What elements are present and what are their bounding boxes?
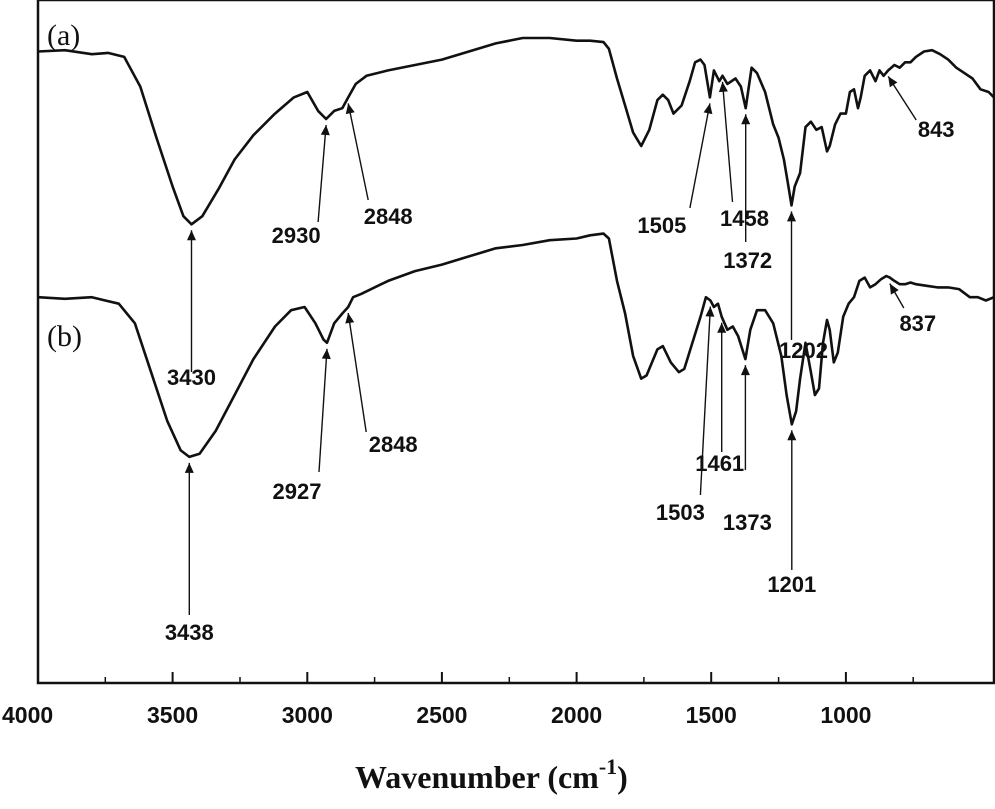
panel-label-b: (b) [47, 320, 82, 353]
x-axis-title-close: ) [617, 759, 628, 795]
peak-label-1461: 1461 [695, 451, 744, 476]
peak-label-1201: 1201 [767, 572, 816, 597]
x-axis-ticks-group: 4000 3500 3000 2500 2000 1500 1000 [2, 672, 914, 728]
annotation-arrow-head [740, 365, 750, 376]
peak-label-3430: 3430 [167, 365, 216, 390]
annotation-labels-group: 3430 2930 2848 1505 1458 1372 1202 843 3438 2927 2… [165, 117, 955, 645]
peak-label-2927: 2927 [273, 479, 322, 504]
spectrum-line-b [37, 232, 995, 459]
annotation-arrow-head [703, 103, 713, 115]
peak-label-843: 843 [918, 117, 955, 142]
annotation-arrow-head [187, 230, 196, 241]
annotation-arrow-line [689, 103, 711, 209]
annotation-arrow-head [787, 430, 797, 441]
annotation-arrow-head [717, 322, 727, 333]
annotation-arrow-head [320, 125, 330, 136]
spectrum-line-a [37, 36, 995, 226]
annotation-arrow-head [184, 462, 194, 473]
panel-label-a: (a) [47, 19, 80, 52]
peak-label-1373: 1373 [723, 510, 772, 535]
x-axis-title: Wavenumber (cm-1) [355, 754, 628, 795]
annotation-arrows-group [184, 76, 917, 615]
x-tick-label-1500: 1500 [686, 702, 737, 728]
annotation-arrow-line [721, 81, 734, 203]
x-axis-title-sup: -1 [599, 754, 617, 779]
annotation-arrow-head [888, 76, 898, 88]
annotation-arrow-line [347, 103, 369, 201]
peak-label-2848: 2848 [364, 204, 413, 229]
peak-label-1503: 1503 [656, 500, 705, 525]
peak-label-837: 837 [899, 311, 936, 336]
x-tick-label-3500: 3500 [147, 702, 198, 728]
peak-label-1372: 1372 [723, 248, 772, 273]
x-tick-label-2500: 2500 [416, 702, 467, 728]
annotation-arrow-head [345, 313, 355, 324]
spectra-group [37, 36, 995, 459]
peak-label-2930: 2930 [272, 223, 321, 248]
peak-label-3438: 3438 [165, 620, 214, 645]
peak-label-2848: 2848 [369, 432, 418, 457]
peak-label-1505: 1505 [637, 213, 686, 238]
annotation-arrow-head [741, 114, 751, 125]
annotation-arrow-line [317, 124, 327, 223]
annotation-arrow-head [321, 348, 331, 360]
annotation-arrow-head [787, 211, 796, 222]
x-tick-label-4000: 4000 [2, 702, 53, 728]
plot-frame [36, 0, 995, 685]
annotation-arrow-head [705, 306, 715, 317]
x-tick-label-1000: 1000 [820, 702, 871, 728]
annotation-arrow-head [718, 81, 728, 93]
annotation-arrow-head [345, 103, 355, 115]
x-tick-label-2000: 2000 [551, 702, 602, 728]
peak-label-1202: 1202 [779, 338, 828, 363]
annotation-arrow-line [318, 348, 328, 473]
x-tick-label-3000: 3000 [282, 702, 333, 728]
annotation-arrow-line [347, 312, 367, 433]
peak-label-1458: 1458 [720, 206, 769, 231]
annotation-arrow-head [889, 283, 899, 295]
x-axis-title-main: Wavenumber (cm [355, 759, 599, 795]
annotation-arrow-line [699, 306, 712, 496]
